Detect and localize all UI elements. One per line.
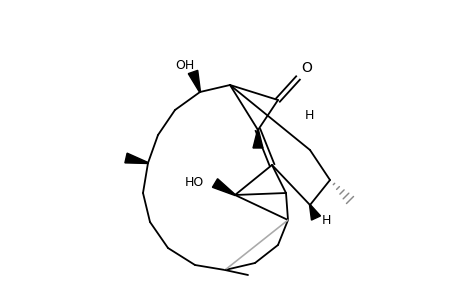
Polygon shape [188, 70, 200, 92]
Text: H: H [304, 109, 313, 122]
Text: H: H [321, 214, 330, 226]
Text: O: O [301, 61, 312, 75]
Polygon shape [212, 179, 235, 195]
Polygon shape [252, 130, 263, 148]
Text: OH: OH [175, 58, 194, 71]
Text: HO: HO [185, 176, 203, 188]
Polygon shape [309, 205, 320, 220]
Polygon shape [125, 153, 148, 164]
